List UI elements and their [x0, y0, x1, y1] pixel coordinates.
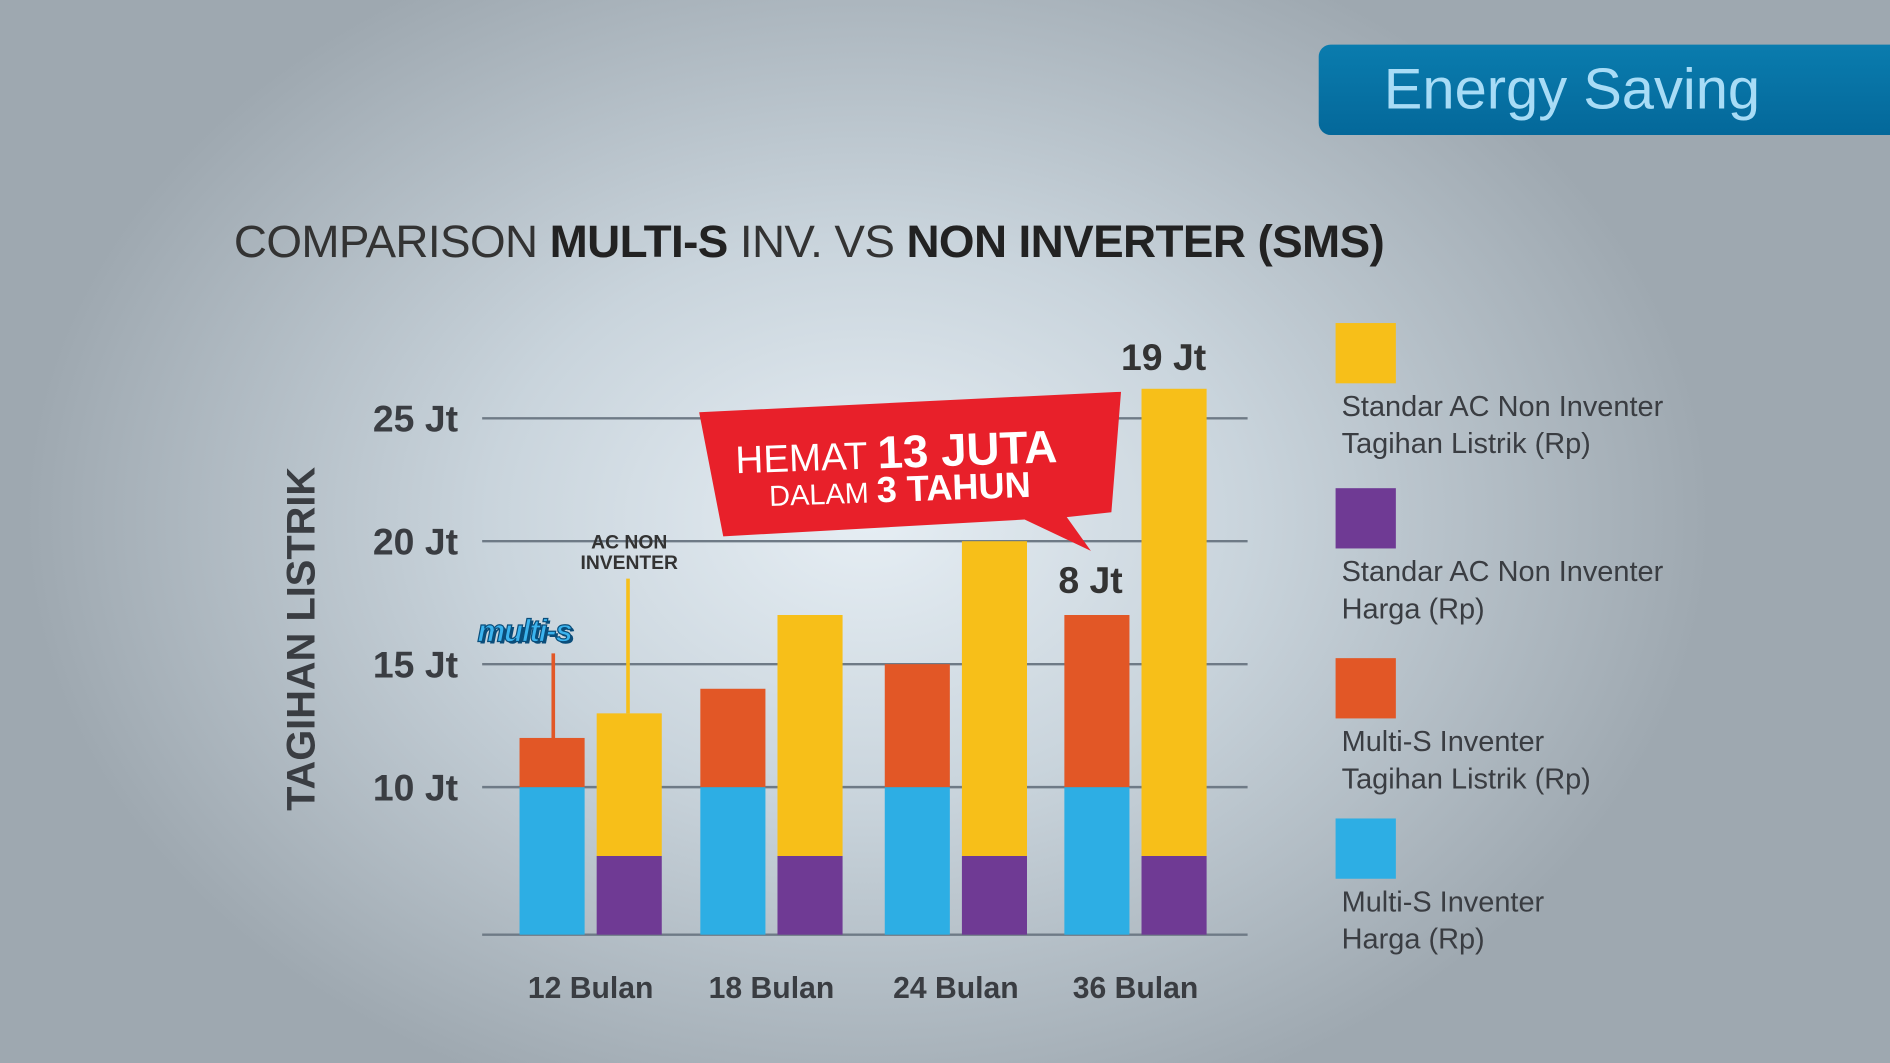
legend-item: Multi-S Inventer Harga (Rp) — [1335, 818, 1728, 958]
x-tick-label: 18 Bulan — [709, 972, 835, 1005]
legend-label: Standar AC Non Inventer Harga (Rp) — [1341, 555, 1664, 626]
bar-segment — [1141, 855, 1207, 935]
annotation-line: INVENTER — [580, 553, 678, 574]
bar-segment — [700, 688, 766, 788]
bar-segment — [884, 787, 950, 935]
bar-segment — [596, 713, 662, 856]
annotation-line: AC NON — [591, 532, 668, 554]
x-tick-label: 12 Bulan — [528, 972, 654, 1005]
x-tick-label: 36 Bulan — [1073, 972, 1199, 1005]
ac-non-inverter-annotation: AC NON INVENTER — [567, 533, 692, 574]
legend-item: Multi-S Inventer Tagihan Listrik (Rp) — [1335, 658, 1728, 798]
bar-segment — [596, 855, 662, 935]
bar-segment — [777, 614, 843, 856]
legend-swatch — [1335, 323, 1396, 384]
legend-label: Multi-S Inventer Tagihan Listrik (Rp) — [1341, 725, 1591, 796]
multi-s-logo: multi-s — [477, 612, 574, 649]
callout-text: DALAM — [768, 476, 878, 514]
legend-swatch — [1335, 488, 1396, 549]
bar-segment — [1064, 614, 1130, 788]
bar-segment — [777, 855, 843, 935]
bar-segment — [519, 787, 585, 935]
bar-segment — [1141, 388, 1207, 856]
bar-segment — [961, 541, 1028, 856]
bar-segment — [961, 855, 1028, 935]
nineteen-jt-label: 19 Jt — [1121, 336, 1207, 379]
callout-bubble-shape — [699, 391, 1122, 551]
y-tick-label: 15 Jt — [373, 643, 458, 685]
legend-label: Standar AC Non Inventer Tagihan Listrik (… — [1341, 390, 1664, 461]
y-tick-label: 20 Jt — [373, 520, 458, 562]
legend-item: Standar AC Non Inventer Tagihan Listrik (… — [1335, 323, 1728, 463]
x-tick-label: 24 Bulan — [893, 972, 1019, 1005]
bar-segment — [1064, 787, 1130, 935]
title-part: INV. VS — [727, 216, 907, 268]
title-part: COMPARISON — [233, 216, 550, 268]
chart-title: COMPARISON MULTI-S INV. VS NON INVERTER … — [233, 216, 1385, 269]
title-part: MULTI-S — [549, 216, 729, 268]
bar-segment — [519, 737, 585, 788]
legend-item: Standar AC Non Inventer Harga (Rp) — [1335, 488, 1728, 628]
bar-segment — [700, 787, 766, 935]
bar-segment — [884, 664, 950, 788]
y-tick-label: 10 Jt — [373, 766, 458, 808]
banner-label: Energy Saving — [1383, 57, 1761, 122]
eight-jt-label: 8 Jt — [1058, 559, 1123, 602]
callout-period: 3 TAHUN — [876, 465, 1032, 511]
title-part: NON INVERTER (SMS) — [906, 216, 1385, 268]
legend-swatch — [1335, 818, 1396, 879]
legend-swatch — [1335, 658, 1396, 719]
energy-saving-banner: Energy Saving — [1318, 44, 1890, 136]
y-tick-label: 25 Jt — [373, 398, 458, 440]
legend-label: Multi-S Inventer Harga (Rp) — [1341, 885, 1545, 956]
